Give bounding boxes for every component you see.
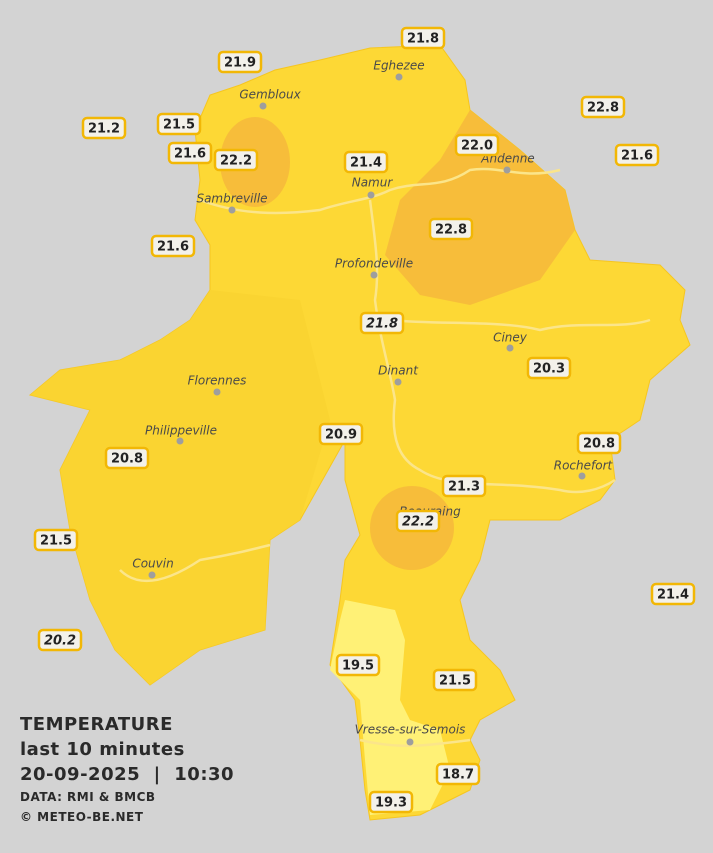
station-box (435, 762, 481, 786)
legend-credit: © METEO-BE.NET (20, 810, 144, 824)
city-label: Namur (352, 176, 394, 190)
city-dot (578, 472, 586, 480)
station-box (526, 356, 572, 380)
rivers (119, 167, 651, 747)
city-label: Florennes (188, 374, 247, 388)
station-temperature: 22.0 (461, 139, 493, 154)
station-box (318, 422, 364, 446)
station-temperature: 21.9 (224, 56, 256, 71)
station-temperature: 21.2 (88, 122, 120, 137)
station-temperature: 21.3 (448, 480, 480, 495)
station-box (580, 95, 626, 119)
city-dot (370, 271, 378, 279)
station-box (150, 234, 196, 258)
city-label: Couvin (132, 557, 173, 571)
station-box (432, 668, 478, 692)
city-dot (176, 437, 184, 445)
warm-zone (385, 110, 575, 305)
station-box (441, 474, 487, 498)
station-temperature: 21.4 (350, 156, 382, 171)
station-box (576, 431, 622, 455)
city-dot (148, 571, 156, 579)
station-temperature: 21.5 (40, 534, 72, 549)
city-dot (367, 191, 375, 199)
city-label: Profondeville (335, 257, 413, 271)
station-temperature: 21.5 (439, 674, 471, 689)
legend: TEMPERATURE last 10 minutes 20-09-2025 |… (20, 712, 234, 827)
city-label: Eghezee (373, 59, 424, 73)
station-box (37, 628, 83, 652)
cooler-west-zone (30, 290, 330, 685)
city-label: Sambreville (196, 192, 267, 206)
legend-datetime: 20-09-2025 | 10:30 (20, 764, 235, 785)
legend-source: DATA: RMI & BMCB (20, 790, 156, 804)
city-label: Rochefort (554, 459, 614, 473)
station-box (335, 653, 381, 677)
station-box (614, 143, 660, 167)
station-box (167, 141, 213, 165)
station-temperature: 20.3 (533, 362, 565, 377)
station-temperature: 22.2 (220, 154, 252, 169)
station-box (454, 133, 500, 157)
legend-subtitle: last 10 minutes (20, 739, 185, 760)
station-temperature: 21.6 (157, 240, 189, 255)
station-box (213, 148, 259, 172)
city-label: Gembloux (239, 88, 301, 102)
city-label: Vresse-sur-Semois (355, 723, 466, 737)
station-temperature: 18.7 (442, 768, 474, 783)
station-box (395, 509, 441, 533)
station-temperature: 21.8 (366, 317, 398, 332)
station-temperature: 20.8 (583, 437, 615, 452)
station-temperature: 19.3 (375, 796, 407, 811)
station-temperature: 20.8 (111, 452, 143, 467)
station-box (156, 112, 202, 136)
station-box (81, 116, 127, 140)
city-dot (406, 738, 414, 746)
city-dot (228, 206, 236, 214)
station-box (368, 790, 414, 814)
station-temperature: 21.8 (407, 32, 439, 47)
station-box (400, 26, 446, 50)
station-box (650, 582, 696, 606)
station-box (104, 446, 150, 470)
city-label: Ciney (493, 331, 528, 345)
station-box (359, 311, 405, 335)
station-box (343, 150, 389, 174)
station-temperature: 21.4 (657, 588, 689, 603)
station-box (217, 50, 263, 74)
city-dot (213, 388, 221, 396)
city-dot (506, 344, 514, 352)
legend-title: TEMPERATURE (20, 714, 173, 735)
station-box (428, 217, 474, 241)
station-temperature: 21.5 (163, 118, 195, 133)
station-temperature: 19.5 (342, 659, 374, 674)
city-dot (259, 102, 267, 110)
station-temperature: 21.6 (174, 147, 206, 162)
station-temperature: 22.8 (435, 223, 467, 238)
city-dot (503, 166, 511, 174)
station-temperature: 21.6 (621, 149, 653, 164)
station-temperature: 22.2 (402, 515, 434, 530)
station-temperature: 20.9 (325, 428, 357, 443)
station-temperature: 22.8 (587, 101, 619, 116)
city-dot (395, 73, 403, 81)
station-box (33, 528, 79, 552)
city-dot (394, 378, 402, 386)
city-label: Dinant (378, 364, 419, 378)
city-label: Philippeville (145, 424, 217, 438)
station-temperature: 20.2 (44, 634, 76, 649)
